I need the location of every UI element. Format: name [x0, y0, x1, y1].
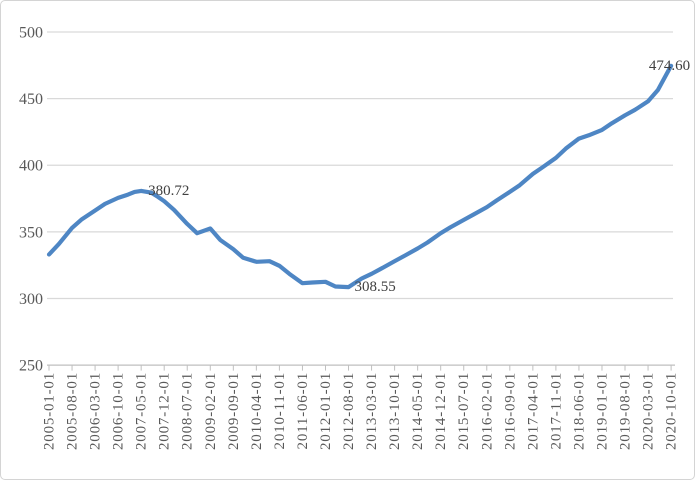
- x-axis-tick-label: 2012-08-01: [341, 372, 357, 450]
- x-axis-tick-label: 2007-12-01: [157, 372, 173, 450]
- x-axis-tick-label: 2012-01-01: [318, 372, 334, 450]
- y-axis-tick-label: 300: [19, 291, 43, 308]
- x-axis-tick-label: 2015-07-01: [456, 372, 472, 450]
- x-axis-tick-label: 2006-10-01: [111, 372, 127, 450]
- x-axis-tick-label: 2018-06-01: [571, 372, 587, 450]
- x-axis-tick-label: 2010-11-01: [272, 372, 288, 449]
- x-axis-tick-label: 2009-02-01: [203, 372, 219, 450]
- y-axis-tick-label: 350: [19, 224, 43, 241]
- x-axis-tick-label: 2005-01-01: [42, 372, 58, 450]
- x-axis-tick-label: 2017-11-01: [548, 372, 564, 449]
- x-axis-tick-label: 2016-09-01: [502, 372, 518, 450]
- x-axis-tick-label: 2020-10-01: [664, 372, 680, 450]
- y-axis-tick-label: 500: [19, 25, 43, 42]
- data-label: 308.55: [355, 279, 396, 295]
- x-axis-tick-label: 2017-04-01: [525, 372, 541, 450]
- x-axis-tick-label: 2016-02-01: [479, 372, 495, 450]
- x-axis-tick-label: 2005-08-01: [65, 372, 81, 450]
- x-axis-tick-label: 2006-03-01: [88, 372, 104, 450]
- x-axis-tick-label: 2014-12-01: [433, 372, 449, 450]
- x-axis-tick-label: 2019-08-01: [618, 372, 634, 450]
- x-axis-tick-label: 2009-09-01: [226, 372, 242, 450]
- x-axis-tick-label: 2007-05-01: [134, 372, 150, 450]
- x-axis-tick-label: 2013-10-01: [387, 372, 403, 450]
- y-axis-tick-label: 400: [19, 158, 43, 175]
- x-axis-tick-label: 2020-03-01: [641, 372, 657, 450]
- x-axis-tick-label: 2013-03-01: [364, 372, 380, 450]
- y-axis-tick-label: 250: [19, 358, 43, 375]
- x-axis-tick-label: 2011-06-01: [295, 372, 311, 449]
- x-axis-tick-label: 2019-01-01: [594, 372, 610, 450]
- y-axis-tick-label: 450: [19, 91, 43, 108]
- x-axis-tick-label: 2010-04-01: [249, 372, 265, 450]
- x-axis-tick-label: 2014-05-01: [410, 372, 426, 450]
- series-line: [46, 63, 674, 290]
- data-label: 474.60: [649, 58, 690, 74]
- x-axis-tick-label: 2008-07-01: [180, 372, 196, 450]
- data-label: 380.72: [148, 183, 189, 199]
